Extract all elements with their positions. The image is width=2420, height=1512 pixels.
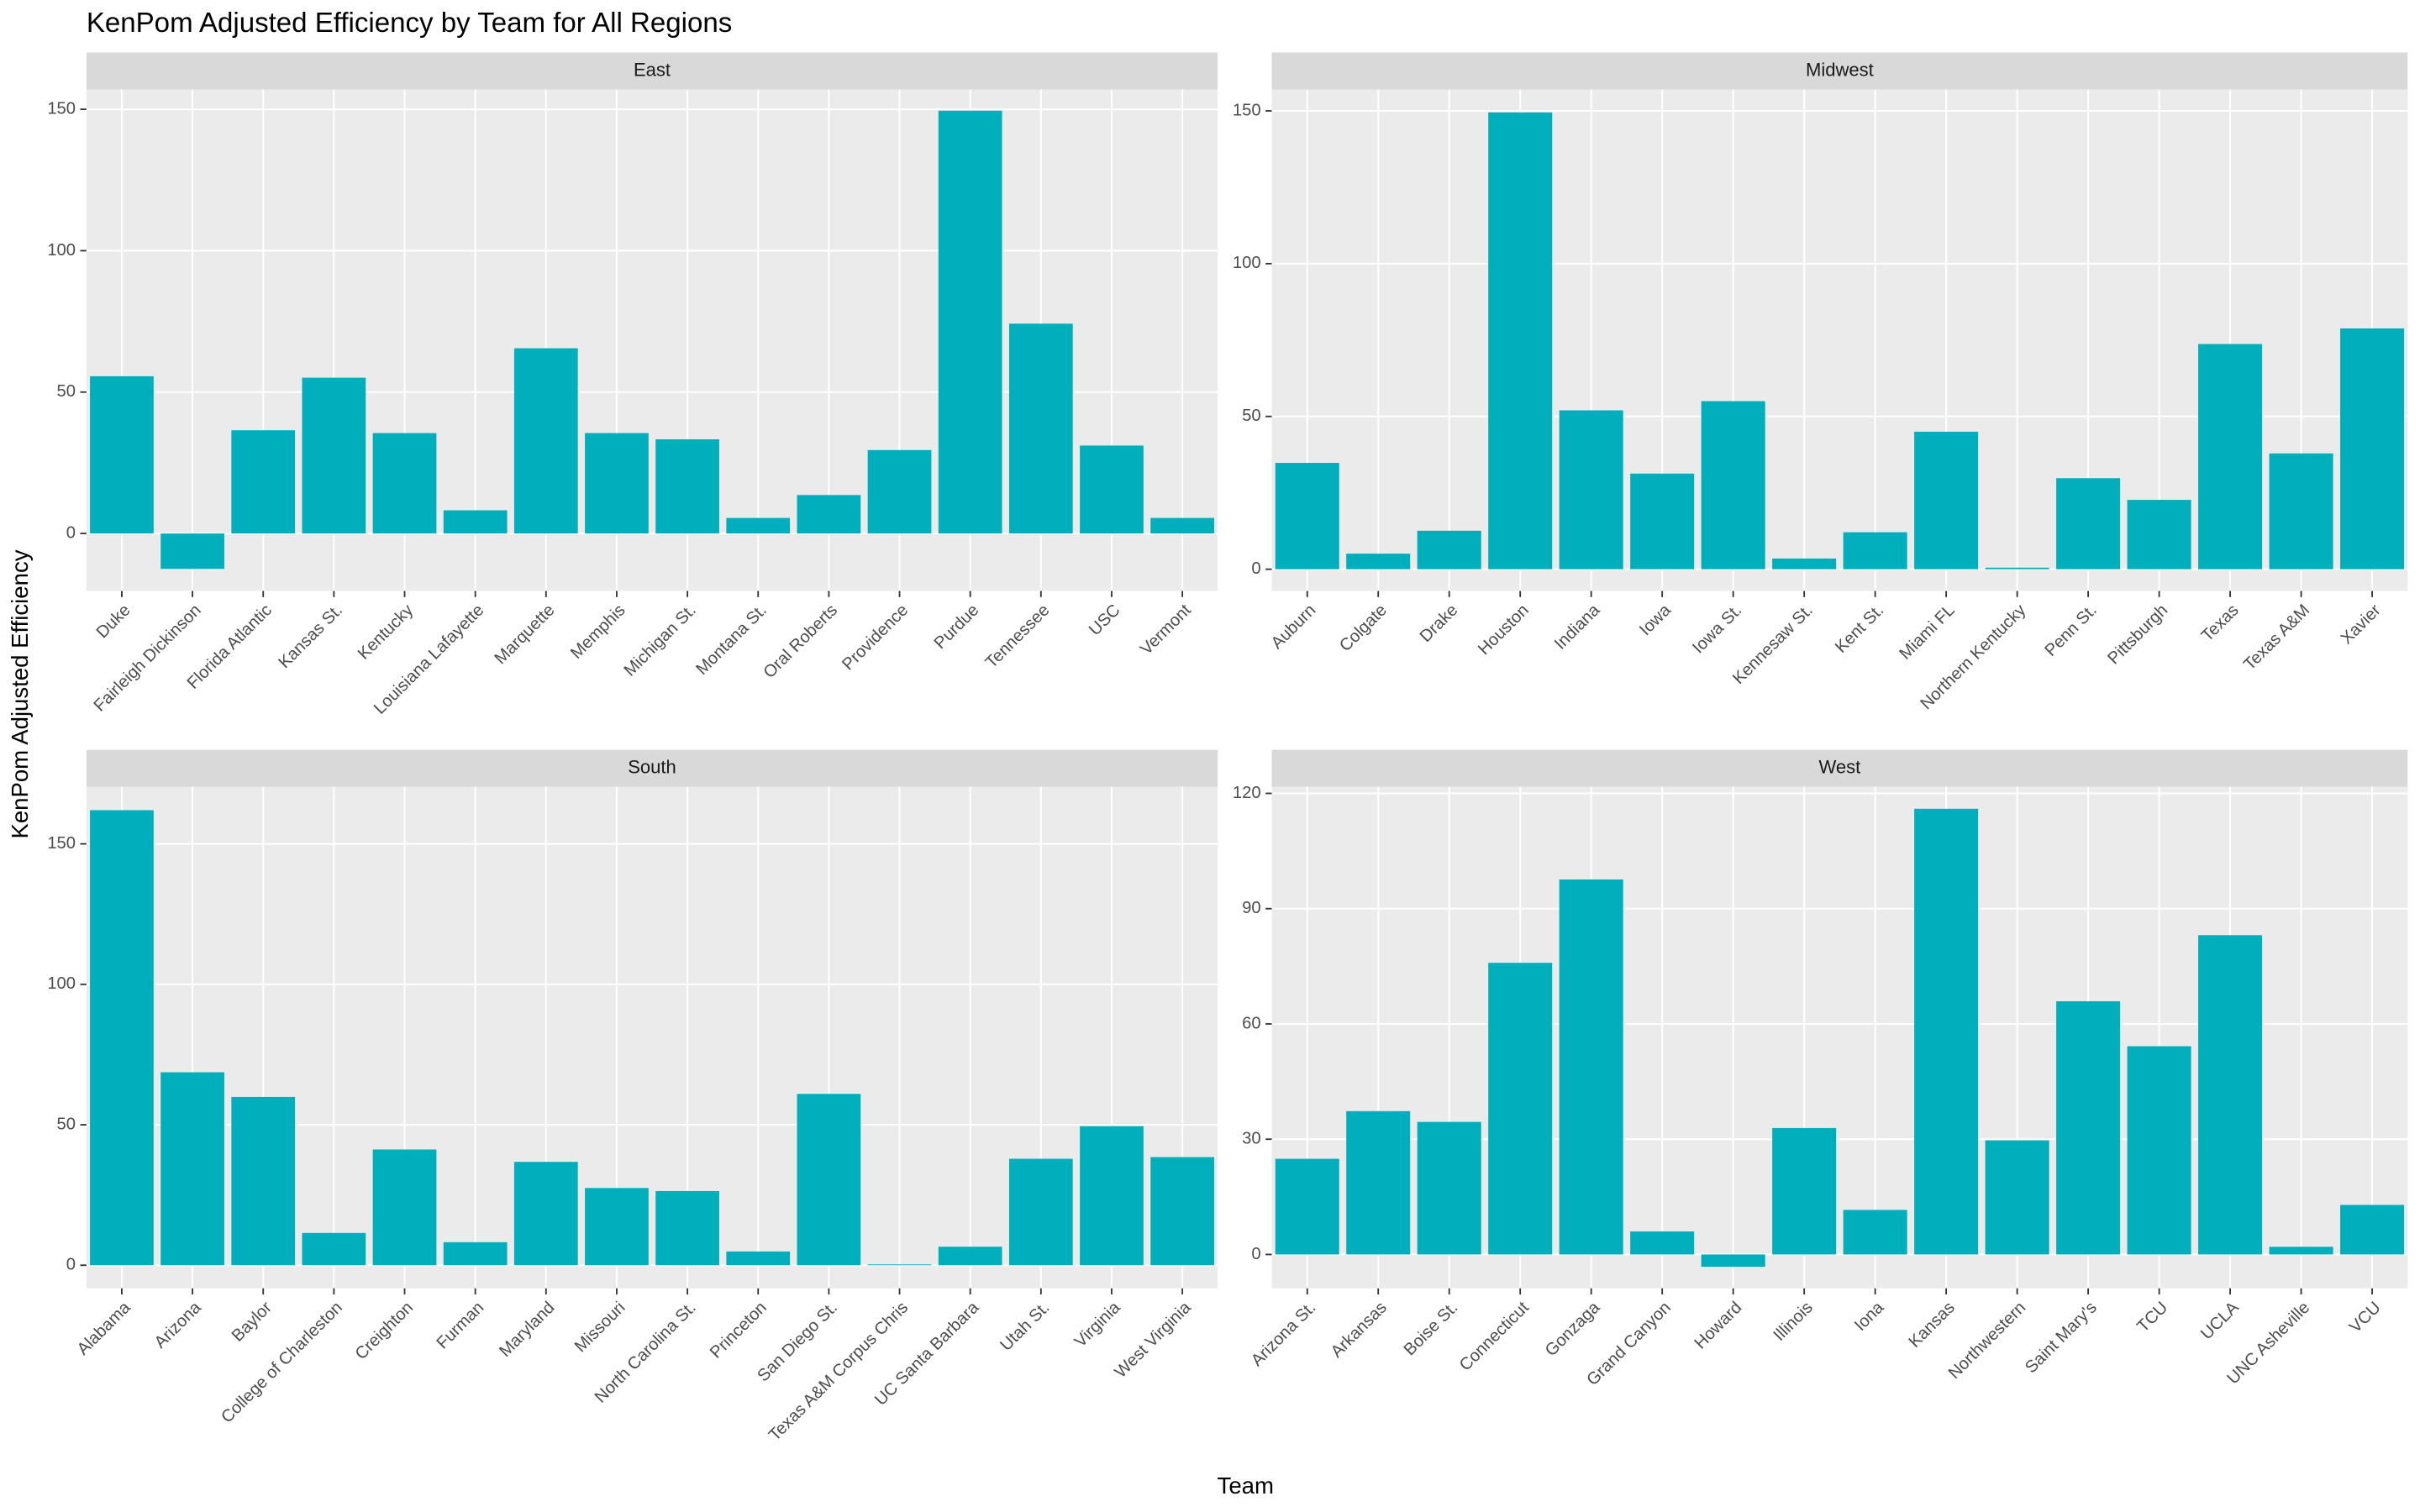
- facet-title: West: [1818, 757, 1860, 778]
- bar: [797, 495, 861, 534]
- y-tick-label: 120: [1233, 784, 1261, 802]
- bar: [160, 1072, 224, 1266]
- bar: [1985, 1140, 2049, 1255]
- y-tick-label: 0: [1251, 559, 1260, 578]
- bar: [938, 1247, 1002, 1266]
- bar: [867, 1264, 932, 1266]
- bar: [1772, 558, 1837, 570]
- bar: [2127, 500, 2191, 570]
- y-tick-label: 100: [47, 241, 76, 260]
- bar: [1488, 112, 1553, 570]
- bar: [1080, 445, 1144, 534]
- bar: [1559, 879, 1623, 1255]
- y-tick-label: 150: [1233, 101, 1261, 119]
- bar: [867, 449, 932, 534]
- bar: [1630, 473, 1695, 570]
- bar: [726, 517, 791, 534]
- bar: [726, 1251, 791, 1266]
- bar: [1008, 1158, 1073, 1266]
- bar: [1008, 323, 1073, 534]
- bar: [1150, 1157, 1214, 1266]
- chart-title: KenPom Adjusted Efficiency by Team for A…: [87, 8, 732, 39]
- bar: [1417, 1121, 1481, 1255]
- bar: [2127, 1046, 2191, 1255]
- bar: [585, 433, 649, 534]
- bar: [2056, 478, 2121, 570]
- strip: [1271, 52, 2408, 90]
- y-tick-label: 150: [47, 99, 76, 118]
- bar: [1275, 463, 1339, 570]
- bar: [302, 1232, 366, 1266]
- bar: [1701, 1254, 1765, 1268]
- bar: [1346, 554, 1411, 570]
- bar: [513, 348, 578, 534]
- bar: [90, 810, 154, 1266]
- y-tick-label: 50: [57, 1115, 76, 1133]
- bar: [2056, 1000, 2121, 1255]
- y-tick-label: 100: [1233, 254, 1261, 272]
- bar: [655, 439, 719, 534]
- strip: [86, 52, 1218, 90]
- bar: [90, 375, 154, 534]
- bar: [372, 433, 437, 534]
- bar: [1080, 1126, 1144, 1266]
- y-tick-label: 90: [1242, 899, 1260, 917]
- bar: [1346, 1110, 1411, 1255]
- y-tick-label: 50: [57, 382, 76, 401]
- y-tick-label: 0: [1251, 1245, 1260, 1263]
- bar: [1417, 530, 1481, 570]
- y-axis-label: KenPom Adjusted Efficiency: [7, 549, 33, 838]
- bar: [231, 430, 296, 534]
- y-tick-label: 0: [66, 523, 76, 542]
- bar: [513, 1162, 578, 1266]
- bar: [1488, 963, 1553, 1255]
- bar: [655, 1190, 719, 1266]
- bar: [1559, 410, 1623, 570]
- bar: [1843, 532, 1907, 570]
- bar: [1701, 401, 1765, 570]
- facet-title: East: [634, 59, 671, 80]
- bar: [2340, 1205, 2405, 1255]
- bar: [443, 510, 508, 534]
- bar: [2340, 328, 2405, 570]
- y-tick-label: 30: [1242, 1130, 1260, 1148]
- bar: [797, 1094, 861, 1266]
- bar: [1630, 1231, 1695, 1255]
- bar: [1150, 517, 1214, 534]
- x-axis-label: Team: [1218, 1473, 1274, 1499]
- bar: [302, 377, 366, 534]
- y-tick-label: 100: [47, 974, 76, 993]
- bar: [372, 1149, 437, 1266]
- bar: [231, 1096, 296, 1266]
- bar: [2198, 935, 2263, 1255]
- bar: [1914, 808, 1979, 1255]
- bar: [585, 1188, 649, 1266]
- bar: [1985, 567, 2049, 570]
- y-tick-label: 60: [1242, 1014, 1260, 1032]
- strip: [86, 749, 1218, 787]
- bar: [2269, 1247, 2333, 1255]
- bar: [1914, 431, 1979, 570]
- facet-title: South: [628, 757, 676, 778]
- bar: [2269, 453, 2333, 570]
- facet-title: Midwest: [1806, 59, 1874, 80]
- y-tick-label: 50: [1242, 407, 1260, 425]
- strip: [1271, 749, 2408, 787]
- y-tick-label: 150: [47, 834, 76, 853]
- bar: [443, 1242, 508, 1266]
- y-tick-label: 0: [66, 1256, 76, 1274]
- bar: [1772, 1127, 1837, 1255]
- bar: [1843, 1210, 1907, 1255]
- bar: [2198, 344, 2263, 570]
- bar: [1275, 1158, 1339, 1255]
- bar: [938, 110, 1002, 534]
- bar: [160, 533, 224, 570]
